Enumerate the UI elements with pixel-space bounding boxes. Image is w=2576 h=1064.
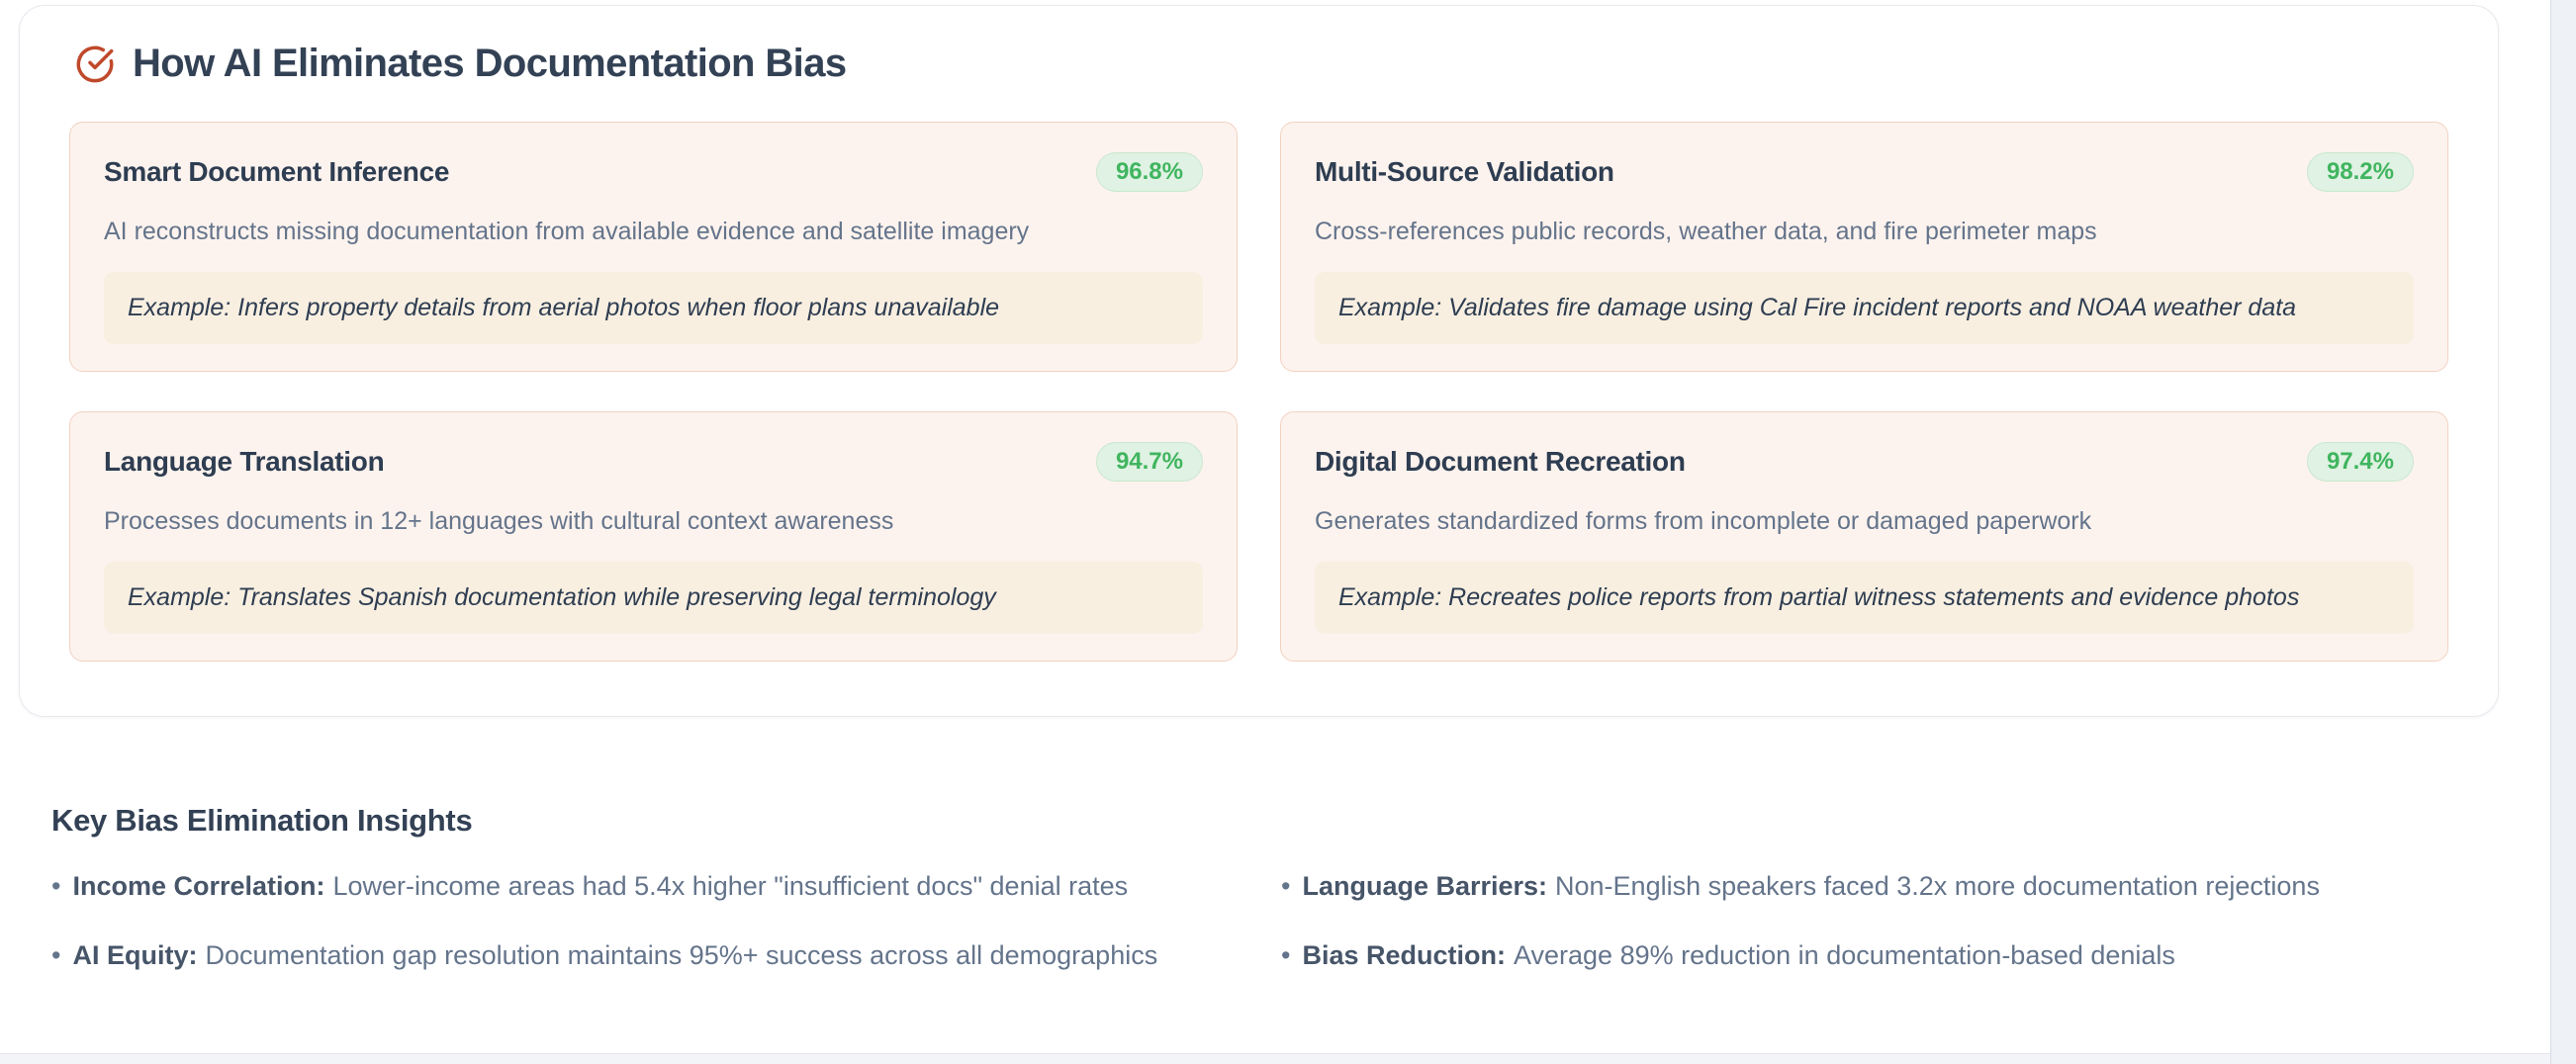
method-example: Example: Infers property details from ae… bbox=[104, 272, 1203, 344]
insight-text: Non-English speakers faced 3.2x more doc… bbox=[1555, 871, 2320, 901]
method-card-multi-source-validation: Multi-Source Validation 98.2% Cross-refe… bbox=[1280, 122, 2448, 372]
insight-label: AI Equity: bbox=[72, 939, 198, 970]
methods-grid: Smart Document Inference 96.8% AI recons… bbox=[69, 122, 2448, 662]
bullet-dot: • bbox=[51, 871, 61, 901]
insight-income-correlation: • Income Correlation: Lower-income areas h… bbox=[51, 868, 1281, 906]
bullet-dot: • bbox=[1281, 871, 1291, 901]
method-description: Generates standardized forms from incomp… bbox=[1315, 507, 2092, 535]
panel-header: How AI Eliminates Documentation Bias bbox=[75, 42, 2448, 86]
method-card-header: Digital Document Recreation 97.4% bbox=[1315, 442, 2414, 482]
panel-title: How AI Eliminates Documentation Bias bbox=[133, 42, 847, 85]
method-card-header: Multi-Source Validation 98.2% bbox=[1315, 152, 2414, 192]
method-card-language-translation: Language Translation 94.7% Processes doc… bbox=[69, 411, 1238, 662]
method-name: Digital Document Recreation bbox=[1315, 446, 1686, 477]
page-bottom-divider bbox=[0, 1053, 2550, 1064]
bullet-dot: • bbox=[1281, 939, 1291, 970]
documentation-bias-panel: How AI Eliminates Documentation Bias Sma… bbox=[19, 5, 2499, 717]
method-card-digital-document-recreation: Digital Document Recreation 97.4% Genera… bbox=[1280, 411, 2448, 662]
insight-text: Lower-income areas had 5.4x higher "insu… bbox=[332, 871, 1129, 901]
key-insights-section: Key Bias Elimination Insights • Income Co… bbox=[51, 803, 2465, 975]
insight-language-barriers: • Language Barriers: Non-English speakers … bbox=[1281, 868, 2465, 906]
bullet-dot: • bbox=[51, 939, 61, 970]
insight-bias-reduction: • Bias Reduction: Average 89% reduction in… bbox=[1281, 937, 2465, 975]
insight-text: Documentation gap resolution maintains 9… bbox=[205, 939, 1158, 970]
page-right-gutter bbox=[2550, 0, 2576, 1064]
success-rate-badge: 97.4% bbox=[2306, 442, 2414, 482]
success-rate-badge: 94.7% bbox=[1095, 442, 1203, 482]
insight-label: Bias Reduction: bbox=[1302, 939, 1506, 970]
success-rate-badge: 98.2% bbox=[2306, 152, 2414, 192]
method-description: AI reconstructs missing documentation fr… bbox=[104, 218, 1030, 245]
method-card-header: Language Translation 94.7% bbox=[104, 442, 1203, 482]
method-name: Smart Document Inference bbox=[104, 156, 450, 187]
method-description: Cross-references public records, weather… bbox=[1315, 218, 2097, 245]
method-card-smart-document-inference: Smart Document Inference 96.8% AI recons… bbox=[69, 122, 1238, 372]
check-circle-icon bbox=[76, 45, 114, 82]
insights-grid: • Income Correlation: Lower-income areas h… bbox=[51, 868, 2465, 975]
method-example: Example: Validates fire damage using Cal… bbox=[1315, 272, 2414, 344]
insight-label: Income Correlation: bbox=[72, 871, 325, 901]
method-name: Multi-Source Validation bbox=[1315, 156, 1614, 187]
method-card-header: Smart Document Inference 96.8% bbox=[104, 152, 1203, 192]
insight-ai-equity: • AI Equity: Documentation gap resolution … bbox=[51, 937, 1281, 975]
insight-text: Average 89% reduction in documentation-b… bbox=[1513, 939, 2175, 970]
method-example: Example: Recreates police reports from p… bbox=[1315, 562, 2414, 634]
insight-label: Language Barriers: bbox=[1302, 871, 1548, 901]
success-rate-badge: 96.8% bbox=[1095, 152, 1203, 192]
method-example: Example: Translates Spanish documentatio… bbox=[104, 562, 1203, 634]
method-name: Language Translation bbox=[104, 446, 385, 477]
method-description: Processes documents in 12+ languages wit… bbox=[104, 507, 894, 535]
insights-heading: Key Bias Elimination Insights bbox=[51, 803, 473, 838]
